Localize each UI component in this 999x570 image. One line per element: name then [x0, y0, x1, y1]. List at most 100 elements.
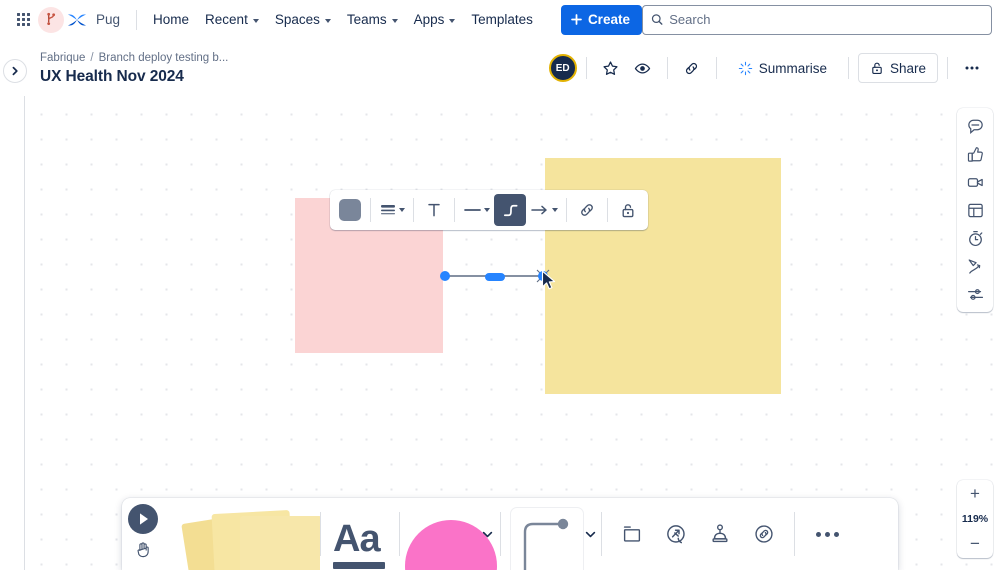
more-options-button[interactable]: [957, 53, 987, 83]
shape-tool[interactable]: [400, 498, 500, 570]
fill-color-swatch[interactable]: [334, 194, 366, 226]
unlock-icon: [622, 203, 634, 217]
link-circle-icon: [755, 525, 773, 543]
layout-template-icon[interactable]: [960, 196, 990, 224]
chevron-right-icon: [12, 66, 18, 76]
presence-avatar[interactable]: ED: [548, 54, 577, 82]
zoom-out-button[interactable]: −: [970, 534, 980, 553]
toolbar-divider: [413, 198, 414, 222]
frame-tool[interactable]: [610, 512, 654, 556]
toolbar-divider: [607, 198, 608, 222]
link-button[interactable]: [571, 194, 603, 226]
search-field[interactable]: [669, 12, 983, 27]
share-button[interactable]: Share: [857, 53, 938, 83]
nav-item-label: Home: [153, 12, 190, 27]
header-divider: [585, 57, 587, 79]
zoom-level-value[interactable]: 119%: [961, 513, 989, 525]
product-name[interactable]: Pug: [96, 12, 121, 27]
arrow-head-button[interactable]: [526, 194, 562, 226]
nav-item-recent[interactable]: Recent: [197, 7, 267, 32]
link-chain-icon[interactable]: [677, 53, 707, 83]
more-tools-group: [795, 498, 859, 570]
text-tool[interactable]: Aa: [321, 498, 399, 570]
video-camera-icon[interactable]: [960, 168, 990, 196]
ai-sparkle-icon: [738, 61, 752, 75]
chevron-down-icon[interactable]: [584, 528, 597, 541]
connector-shape-button[interactable]: [494, 194, 526, 226]
eye-icon[interactable]: [628, 53, 658, 83]
nav-item-templates[interactable]: Templates: [463, 7, 541, 32]
chevron-down-icon: [552, 208, 558, 212]
zoom-in-button[interactable]: +: [970, 484, 980, 503]
toolbar-divider: [399, 512, 400, 556]
stamp-tool[interactable]: [698, 512, 742, 556]
chevron-down-icon: [484, 208, 490, 212]
create-button[interactable]: Create: [560, 4, 642, 35]
link-chain-icon: [581, 204, 593, 216]
connector-line[interactable]: [440, 269, 550, 283]
star-icon[interactable]: [596, 53, 626, 83]
mouse-cursor-icon: [541, 270, 556, 290]
header-divider: [715, 57, 717, 79]
confluence-whiteboard-logo[interactable]: [64, 7, 90, 33]
plus-icon: [571, 14, 582, 25]
sticky-note-tool[interactable]: [170, 498, 320, 570]
arrow-right-icon: [531, 205, 547, 215]
header-divider: [947, 57, 948, 79]
toolbar-divider: [454, 198, 455, 222]
thumbs-up-icon[interactable]: [960, 140, 990, 168]
toolbar-divider: [370, 198, 371, 222]
chevron-down-icon: [324, 18, 331, 23]
page-header-actions: ED: [548, 53, 987, 83]
chevron-down-icon: [252, 18, 259, 23]
convert-to-jira-tool[interactable]: [654, 512, 698, 556]
right-utility-toolbar: [957, 108, 993, 312]
search-input[interactable]: [641, 4, 992, 35]
breadcrumb-space[interactable]: Fabrique: [40, 51, 86, 64]
stopwatch-icon[interactable]: [960, 224, 990, 252]
nav-item-apps[interactable]: Apps: [406, 7, 464, 32]
presentation-path-icon[interactable]: [960, 252, 990, 280]
chevron-down-icon: [449, 18, 456, 23]
nav-item-teams[interactable]: Teams: [339, 7, 406, 32]
text-underline-bar: [333, 562, 385, 569]
line-weight-button[interactable]: [375, 194, 409, 226]
bitbucket-branch-logo[interactable]: [38, 6, 64, 33]
cursor-arrow-icon: [139, 513, 148, 525]
element-format-toolbar: [330, 190, 648, 230]
connector-midpoint-handle[interactable]: [485, 272, 505, 281]
line-style-button[interactable]: [459, 194, 494, 226]
summarise-button[interactable]: Summarise: [725, 53, 839, 83]
nav-item-label: Recent: [205, 12, 248, 27]
comment-bubble-icon[interactable]: [960, 112, 990, 140]
text-aa-icon: Aa: [333, 518, 381, 560]
color-swatch-icon: [339, 199, 361, 221]
connector-tool[interactable]: [501, 498, 601, 570]
nav-item-spaces[interactable]: Spaces: [267, 7, 339, 32]
connector-start-handle[interactable]: [440, 271, 450, 281]
nav-item-label: Templates: [471, 12, 533, 27]
page-title[interactable]: UX Health Nov 2024: [40, 67, 184, 85]
toolbar-divider: [601, 512, 602, 556]
whiteboard-canvas[interactable]: [25, 96, 999, 570]
toolbar-divider: [566, 198, 567, 222]
line-weight-icon: [381, 205, 395, 215]
frame-icon: [623, 526, 641, 542]
grid-apps-icon[interactable]: [8, 5, 38, 35]
summarise-label: Summarise: [758, 60, 827, 76]
breadcrumb-parent[interactable]: Branch deploy testing b...: [98, 51, 229, 64]
sliders-settings-icon[interactable]: [960, 280, 990, 308]
select-tool[interactable]: [128, 504, 158, 534]
ellipsis-icon: [824, 531, 830, 537]
expand-sidebar-button[interactable]: [3, 59, 27, 83]
chevron-down-icon[interactable]: [481, 528, 494, 541]
straight-line-icon: [464, 209, 481, 211]
smart-link-tool[interactable]: [742, 512, 786, 556]
text-button[interactable]: [418, 194, 450, 226]
hand-pan-tool[interactable]: [130, 536, 156, 562]
more-tools-button[interactable]: [801, 512, 853, 556]
lock-button[interactable]: [612, 194, 644, 226]
nav-item-home[interactable]: Home: [145, 7, 197, 32]
text-T-icon: [428, 203, 440, 217]
nav-item-label: Apps: [413, 12, 445, 27]
